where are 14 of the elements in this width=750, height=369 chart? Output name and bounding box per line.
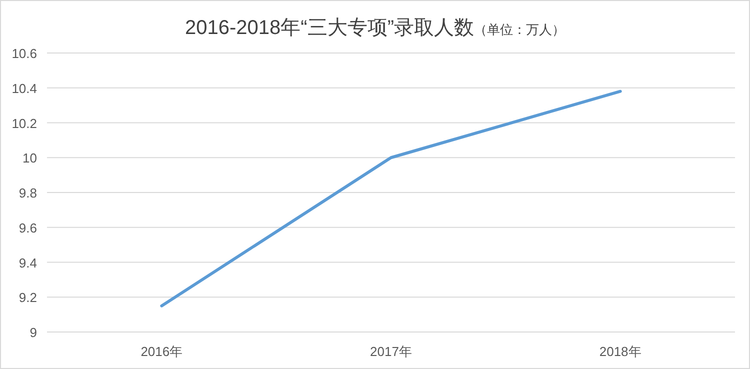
chart-subtitle: （单位：万人） (474, 22, 565, 37)
y-tick-label: 9.2 (18, 290, 37, 306)
y-tick-label: 9.6 (18, 220, 37, 236)
y-tick-label: 9.8 (18, 186, 37, 200)
y-tick-label: 10.2 (12, 116, 37, 131)
chart-title: 2016-2018年“三大专项”录取人数 (185, 17, 474, 39)
y-tick-label: 9.4 (18, 255, 37, 270)
y-tick-label: 10.6 (12, 46, 37, 61)
x-tick-label: 2017年 (370, 344, 412, 359)
x-tick-label: 2018年 (599, 344, 642, 359)
y-tick-label: 10 (22, 150, 37, 166)
x-tick-label: 2016年 (140, 344, 183, 359)
y-tick-label: 9 (30, 325, 37, 340)
y-tick-label: 10.4 (12, 80, 37, 96)
